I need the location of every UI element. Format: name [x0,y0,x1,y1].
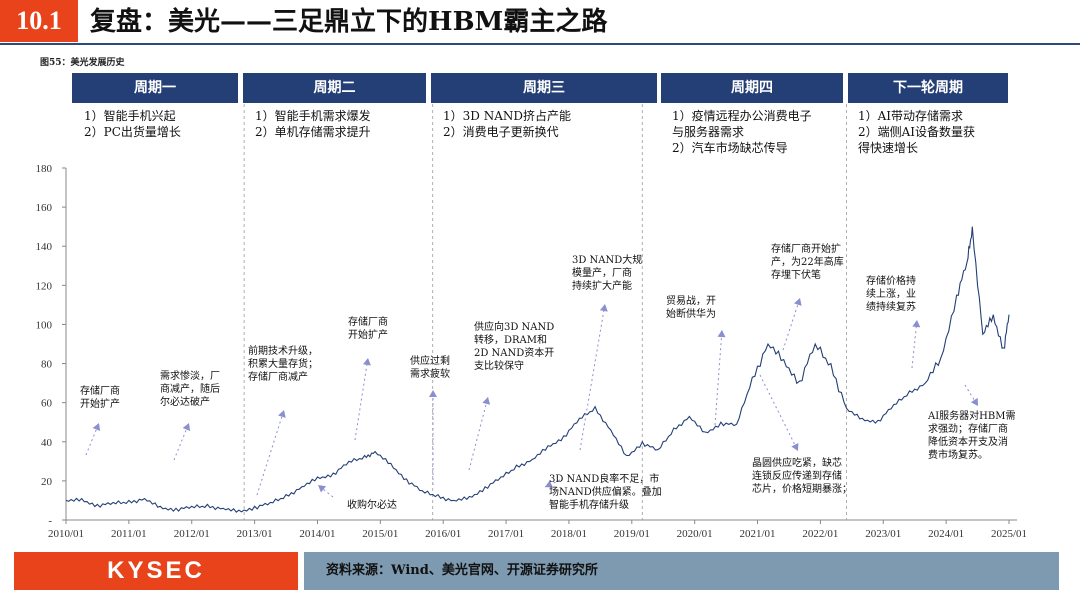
x-tick-label: 2021/01 [740,528,776,540]
annotation: 供应过剩 需求疲软 [410,356,450,380]
annotation-arrow-head [182,423,191,431]
header-divider [0,43,1080,45]
annotation: 晶圆供应吃紧，缺芯 连锁反应传递到存储 芯片，价格短期暴涨； [752,458,852,495]
y-tick-label: 20 [41,476,53,488]
annotation-arrow-head [363,358,371,366]
phase-desc-2: 1）智能手机需求爆发 2）单机存储需求提升 [255,109,371,139]
brand-logo: KYSEC [14,552,298,590]
y-tick-label: 80 [41,359,53,371]
section-number: 10.1 [0,0,78,42]
annotation-arrow-head [599,304,608,312]
annotation-arrow-line [759,374,799,452]
phase-desc-4: 1）疫情远程办公消费电子 与服务器需求 2）汽车市场缺芯传导 [672,109,812,155]
phase-desc-5: 1）AI带动存储需求 2）端侧AI设备数量获 得快速增长 [858,109,976,155]
y-tick-label: 100 [36,319,53,331]
annotation-arrow-head [717,330,726,338]
annotation: 前期技术升级， 积累大量存货； 存储厂商减产 [248,346,318,383]
x-tick-label: 2017/01 [488,528,524,540]
annotation-arrow-line [714,329,723,426]
phase-header-4: 周期四 [661,73,843,103]
annotation-arrow-line [579,303,606,451]
annotation-arrow-line [354,357,369,441]
phase-desc-1: 1）智能手机兴起 2）PC出货量增长 [84,109,181,139]
x-tick-label: 2013/01 [237,528,273,540]
annotation-arrow-head [278,410,286,418]
annotation-arrow-line [911,319,918,369]
annotation-arrow-head [92,423,101,431]
annotation: 3D NAND大规 模量产，厂商 持续扩大产能 [572,255,643,292]
y-tick-label: 60 [41,398,53,410]
annotation: 需求惨淡，厂 商减产，随后 尔必达破产 [160,371,220,408]
annotation-arrow-head [545,480,553,488]
annotation-arrow-line [85,422,100,456]
x-tick-label: 2014/01 [299,528,335,540]
annotation-arrow-head [318,485,326,493]
x-tick-label: 2024/01 [928,528,964,540]
annotation: 贸易战，开 始断供华为 [666,296,716,320]
phase-desc-3: 1）3D NAND挤占产能 2）消费电子更新换代 [443,109,571,139]
annotation-arrow-line [468,396,489,471]
x-tick-label: 2022/01 [802,528,838,540]
x-tick-label: 2010/01 [48,528,84,540]
y-tick-label: - [48,515,52,527]
series-line [65,226,1010,513]
annotation-arrow-line [256,409,285,496]
phase-header-1: 周期一 [72,73,238,103]
annotation-arrow-head [970,397,978,406]
annotation-arrow-head [794,298,802,306]
page-title: 复盘：美光——三足鼎立下的HBM霸主之路 [90,7,608,37]
annotation-arrow-line [782,297,801,351]
annotation: 存储厂商开始扩 产，为22年高库 存埋下伏笔 [771,244,844,281]
y-tick-label: 120 [36,280,53,292]
x-tick-label: 2019/01 [614,528,650,540]
y-tick-label: 140 [36,241,53,253]
source-note: 资料来源：Wind、美光官网、开源证券研究所 [304,552,1059,590]
figure-caption: 图55：美光发展历史 [40,58,125,68]
annotation: AI服务器对HBM需 求强劲；存储厂商 降低资本开支及消 费市场复苏。 [928,411,1016,461]
x-tick-label: 2020/01 [677,528,713,540]
annotation: 存储价格持 续上涨，业 绩持续复苏 [866,276,916,313]
phase-header-5: 下一轮周期 [848,73,1008,103]
x-tick-label: 2018/01 [551,528,587,540]
annotation: 供应向3D NAND 转移，DRAM和 2D NAND资本开 支比较保守 [474,322,555,372]
annotation-arrow-line [173,422,190,461]
x-tick-label: 2015/01 [362,528,398,540]
brand-logo-text: KYSEC [107,557,205,584]
annotation-arrow-head [912,320,921,328]
annotation: 3D NAND良率不足，市 场NAND供应偏紧。叠加 智能手机存储升级 [549,474,662,511]
x-tick-label: 2016/01 [425,528,461,540]
x-tick-label: 2011/01 [111,528,147,540]
annotation-arrow-head [482,397,491,405]
annotation-arrow-head [429,390,437,397]
annotation-arrow-head [791,443,799,451]
annotation: 存储厂商 开始扩产 [80,386,120,410]
x-tick-label: 2025/01 [991,528,1027,540]
annotation: 存储厂商 开始扩产 [348,317,388,341]
y-tick-label: 40 [41,437,53,449]
y-tick-label: 160 [36,202,53,214]
x-tick-label: 2023/01 [865,528,901,540]
y-tick-label: 180 [36,163,53,175]
phase-header-3: 周期三 [431,73,657,103]
x-tick-label: 2012/01 [174,528,210,540]
phase-header-2: 周期二 [243,73,426,103]
annotation: 收购尔必达 [347,500,397,511]
